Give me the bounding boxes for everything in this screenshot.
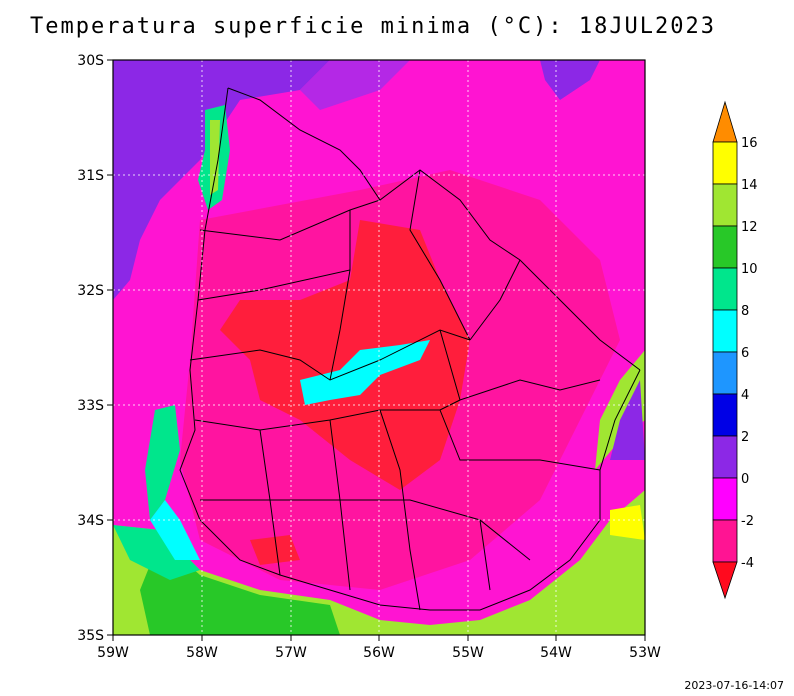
rincon-del-bonete bbox=[300, 340, 430, 405]
colorbar-label: 8 bbox=[741, 304, 749, 319]
timestamp: 2023-07-16-14:07 bbox=[684, 679, 784, 692]
colorbar-label: 0 bbox=[741, 472, 749, 487]
lon-label: 55W bbox=[452, 645, 484, 661]
colorbar-label: -2 bbox=[741, 514, 754, 529]
lat-label: 35S bbox=[77, 628, 104, 644]
lat-label: 33S bbox=[77, 398, 104, 414]
warm-core bbox=[220, 220, 470, 490]
colorbar-label: 16 bbox=[741, 136, 758, 151]
colorbar-labels: 16 14 12 10 8 6 4 2 0 -2 -4 bbox=[741, 136, 758, 571]
borders bbox=[179, 87, 641, 611]
colorbar-label: 2 bbox=[741, 430, 749, 445]
gridlines bbox=[113, 60, 645, 635]
lat-label: 30S bbox=[77, 53, 104, 69]
colorbar-label: 14 bbox=[741, 178, 758, 193]
lat-label: 34S bbox=[77, 513, 104, 529]
colorbar-label: 10 bbox=[741, 262, 758, 277]
temperature-field bbox=[113, 60, 645, 635]
lon-label: 59W bbox=[97, 645, 129, 661]
latitude-labels: 30S 31S 32S 33S 34S 35S bbox=[77, 53, 104, 644]
colorbar-label: -4 bbox=[741, 556, 754, 571]
lon-label: 54W bbox=[540, 645, 572, 661]
colorbar-label: 6 bbox=[741, 346, 749, 361]
colorbar-label: 12 bbox=[741, 220, 758, 235]
lat-label: 31S bbox=[77, 168, 104, 184]
colorbar-label: 4 bbox=[741, 388, 749, 403]
colorbar bbox=[712, 100, 738, 600]
map-title: Temperatura superficie minima (°C): 18JU… bbox=[30, 14, 717, 39]
cold-region-ne bbox=[540, 60, 600, 100]
lat-label: 32S bbox=[77, 283, 104, 299]
lon-label: 58W bbox=[186, 645, 218, 661]
lon-label: 57W bbox=[275, 645, 307, 661]
colorbar-arrow-bottom bbox=[712, 561, 738, 600]
cold-region-west bbox=[113, 60, 330, 300]
cold-region-north bbox=[300, 60, 410, 110]
longitude-labels: 59W 58W 57W 56W 55W 54W 53W bbox=[97, 645, 661, 661]
lon-label: 56W bbox=[363, 645, 395, 661]
colorbar-arrow-top bbox=[712, 100, 738, 143]
lon-label: 53W bbox=[629, 645, 661, 661]
